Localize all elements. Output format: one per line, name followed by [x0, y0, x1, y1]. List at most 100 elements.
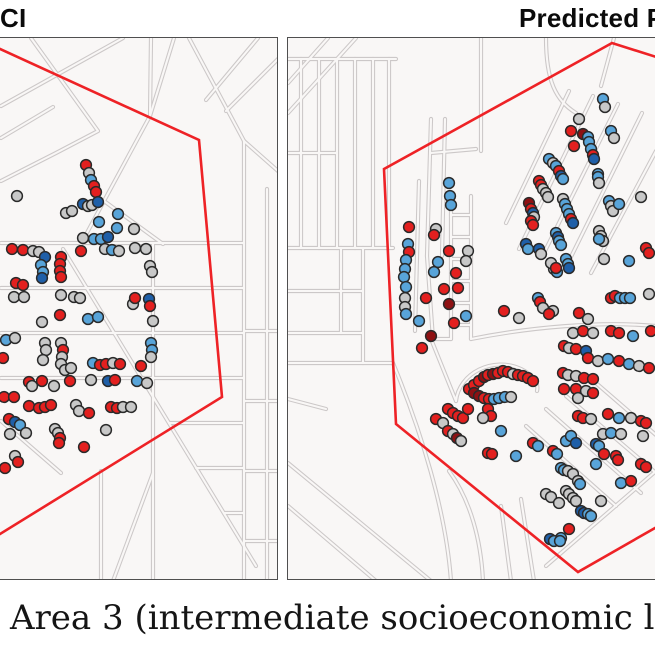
map-dot-g [566, 326, 580, 340]
map-dot-r [564, 124, 578, 138]
map-dot-lb [444, 198, 458, 212]
map-dot-db [587, 152, 601, 166]
map-dot-lb [442, 176, 456, 190]
map-dot-lb [612, 411, 626, 425]
map-dot-lb [623, 291, 637, 305]
map-dot-lb [459, 309, 473, 323]
map-dot-g [39, 343, 53, 357]
map-dot-g [504, 390, 518, 404]
map-dot-r [427, 228, 441, 242]
map-dot-lb [556, 172, 570, 186]
map-dot-lb [573, 477, 587, 491]
map-dot-r [562, 522, 576, 536]
map-dot-lb [604, 426, 618, 440]
map-dot-g [586, 326, 600, 340]
left-panel-title: CI [0, 3, 27, 33]
map-dot-db [91, 195, 105, 209]
map-dot-g [76, 231, 90, 245]
map-dot-g [112, 244, 126, 258]
map-dot-g [35, 315, 49, 329]
map-dot-dr [442, 297, 456, 311]
map-dot-g [65, 204, 79, 218]
map-dot-db [35, 271, 49, 285]
map-dot-g [512, 311, 526, 325]
map-dot-db [101, 230, 115, 244]
streets-layer [0, 38, 277, 579]
map-dot-lb [111, 207, 125, 221]
map-dot-lb [13, 418, 27, 432]
map-dot-lb [110, 221, 124, 235]
map-dot-db [562, 261, 576, 275]
map-dot-r [581, 351, 595, 365]
map-dot-r [586, 372, 600, 386]
map-dot-g [7, 290, 21, 304]
map-dot-r [572, 306, 586, 320]
map-dot-g [124, 400, 138, 414]
map-dot-lb [509, 449, 523, 463]
map-dot-r [442, 244, 456, 258]
map-dot-g [581, 312, 595, 326]
map-dot-r [611, 453, 625, 467]
map-dot-lb [412, 314, 426, 328]
map-dot-g [64, 361, 78, 375]
map-dot-r [113, 357, 127, 371]
map-dot-r [35, 374, 49, 388]
dots-layer [0, 158, 160, 475]
map-dot-r [437, 282, 451, 296]
map-dot-r [5, 242, 19, 256]
map-dot-lb [550, 447, 564, 461]
map-dot-g [607, 131, 621, 145]
map-dot-r [456, 411, 470, 425]
map-dot-g [128, 241, 142, 255]
map-dot-g [36, 353, 50, 367]
map-dot-g [614, 427, 628, 441]
map-dot-lb [622, 254, 636, 268]
map-dot-r [639, 460, 653, 474]
map-dot-g [642, 287, 655, 301]
map-dot-g [145, 265, 159, 279]
map-dot-g [140, 376, 154, 390]
map-dot-g [584, 412, 598, 426]
map-dot-lb [427, 265, 441, 279]
map-dot-r [128, 291, 142, 305]
map-dot-g [454, 434, 468, 448]
map-dot-g [144, 350, 158, 364]
map-dot-r [576, 324, 590, 338]
map-dot-g [72, 404, 86, 418]
map-dot-g [591, 354, 605, 368]
map-dot-r [612, 326, 626, 340]
map-dot-g [461, 244, 475, 258]
map-panel-left [0, 37, 278, 580]
map-dot-lb [622, 357, 636, 371]
map-dot-r [54, 270, 68, 284]
map-dot-r [612, 354, 626, 368]
map-dot-r [526, 218, 540, 232]
map-dot-r [642, 246, 655, 260]
map-dot-lb [521, 242, 535, 256]
map-dot-lb [91, 310, 105, 324]
map-dot-g [636, 429, 650, 443]
map-dot-g [634, 190, 648, 204]
map-dot-r [22, 399, 36, 413]
right-panel-title: Predicted P [519, 3, 655, 33]
map-dot-g [146, 314, 160, 328]
map-dot-g [459, 254, 473, 268]
map-dot-r [16, 278, 30, 292]
map-dot-g [592, 176, 606, 190]
map-dot-lb [626, 329, 640, 343]
map-dot-r [497, 304, 511, 318]
map-dot-r [7, 390, 21, 404]
map-right-svg [288, 38, 655, 579]
map-dot-r [53, 308, 67, 322]
map-dot-g [476, 411, 490, 425]
map-dot-r [419, 291, 433, 305]
map-dot-g [54, 288, 68, 302]
map-dot-lb [554, 238, 568, 252]
map-dot-lb [553, 534, 567, 548]
map-dot-r [549, 261, 563, 275]
map-dot-r [77, 440, 91, 454]
map-dot-r [63, 374, 77, 388]
map-dot-g [8, 331, 22, 345]
map-dot-g [10, 189, 24, 203]
